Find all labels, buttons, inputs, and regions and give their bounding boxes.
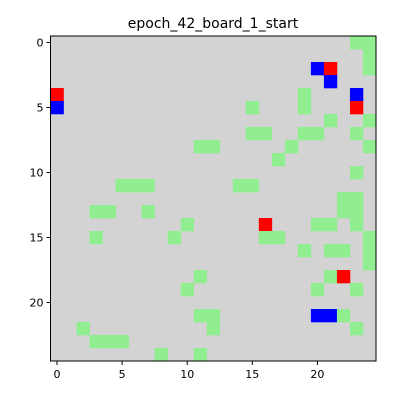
cell-green-r6-c24 xyxy=(362,114,377,128)
cell-green-r21-c22 xyxy=(336,309,351,323)
x-tick-label-15: 15 xyxy=(245,368,259,381)
y-axis: 0 5 10 15 20 xyxy=(30,37,51,310)
cell-green-r15-c17 xyxy=(271,231,286,245)
cell-green-r8-c24 xyxy=(362,140,377,154)
cell-green-r10-c23 xyxy=(349,166,364,180)
cell-green-r6-c21 xyxy=(323,114,338,128)
cell-red-r4-c0 xyxy=(50,88,64,102)
y-tick-label-15: 15 xyxy=(30,232,44,245)
cell-green-r7-c20 xyxy=(310,127,325,141)
cell-blue-r5-c0 xyxy=(50,101,64,115)
cell-green-r14-c20 xyxy=(310,218,325,232)
cell-green-r11-c14 xyxy=(232,179,247,193)
cell-green-r7-c15 xyxy=(245,127,260,141)
cell-green-r15-c3 xyxy=(89,231,103,245)
y-tick-label-5: 5 xyxy=(37,102,44,115)
cell-green-r11-c7 xyxy=(141,179,155,193)
cell-green-r7-c23 xyxy=(349,127,364,141)
cell-green-r0-c24 xyxy=(362,36,377,50)
cell-green-r16-c19 xyxy=(297,244,312,258)
cell-blue-r2-c20 xyxy=(310,62,325,76)
cell-green-r11-c6 xyxy=(128,179,142,193)
cell-green-r14-c21 xyxy=(323,218,338,232)
cell-red-r18-c22 xyxy=(336,270,351,284)
x-tick-label-0: 0 xyxy=(54,368,61,381)
cell-green-r23-c5 xyxy=(115,335,129,349)
cell-green-r1-c24 xyxy=(362,49,377,63)
cell-green-r12-c23 xyxy=(349,192,364,206)
cell-blue-r21-c21 xyxy=(323,309,338,323)
cell-green-r12-c22 xyxy=(336,192,351,206)
cell-green-r11-c15 xyxy=(245,179,260,193)
board-cells xyxy=(50,36,377,362)
cell-green-r18-c11 xyxy=(193,270,208,284)
cell-green-r16-c22 xyxy=(336,244,351,258)
y-tick-label-10: 10 xyxy=(30,167,44,180)
x-tick-label-20: 20 xyxy=(310,368,324,381)
cell-green-r24-c8 xyxy=(154,348,168,362)
cell-red-r2-c21 xyxy=(323,62,338,76)
cell-green-r15-c24 xyxy=(362,231,377,245)
y-tick-label-20: 20 xyxy=(30,297,44,310)
cell-green-r7-c19 xyxy=(297,127,312,141)
cell-green-r14-c23 xyxy=(349,218,364,232)
y-tick-label-0: 0 xyxy=(37,37,44,50)
cell-blue-r4-c23 xyxy=(349,88,364,102)
cell-green-r5-c15 xyxy=(245,101,260,115)
cell-green-r19-c20 xyxy=(310,283,325,297)
cell-green-r19-c23 xyxy=(349,283,364,297)
cell-blue-r21-c20 xyxy=(310,309,325,323)
board-title: epoch_42_board_1_start xyxy=(128,16,299,32)
x-axis: 0 5 10 15 20 xyxy=(54,361,324,381)
cell-green-r21-c11 xyxy=(193,309,208,323)
cell-green-r22-c12 xyxy=(206,322,221,336)
x-tick-label-10: 10 xyxy=(180,368,194,381)
cell-green-r13-c22 xyxy=(336,205,351,219)
cell-red-r14-c16 xyxy=(258,218,273,232)
cell-green-r19-c10 xyxy=(180,283,195,297)
board-background xyxy=(50,36,376,361)
cell-green-r8-c11 xyxy=(193,140,208,154)
cell-green-r2-c24 xyxy=(362,62,377,76)
cell-green-r14-c10 xyxy=(180,218,195,232)
cell-green-r5-c19 xyxy=(297,101,312,115)
cell-green-r16-c24 xyxy=(362,244,377,258)
cell-green-r23-c3 xyxy=(89,335,103,349)
cell-green-r22-c2 xyxy=(76,322,90,336)
cell-green-r8-c12 xyxy=(206,140,221,154)
cell-green-r13-c23 xyxy=(349,205,364,219)
cell-green-r9-c17 xyxy=(271,153,286,167)
cell-green-r7-c16 xyxy=(258,127,273,141)
cell-green-r13-c3 xyxy=(89,205,103,219)
cell-green-r21-c12 xyxy=(206,309,221,323)
cell-red-r5-c23 xyxy=(349,101,364,115)
cell-green-r15-c9 xyxy=(167,231,181,245)
cell-green-r4-c19 xyxy=(297,88,312,102)
cell-green-r17-c24 xyxy=(362,257,377,271)
x-tick-label-5: 5 xyxy=(119,368,126,381)
cell-green-r16-c21 xyxy=(323,244,338,258)
cell-green-r11-c5 xyxy=(115,179,129,193)
cell-green-r23-c4 xyxy=(102,335,116,349)
cell-green-r13-c7 xyxy=(141,205,155,219)
cell-green-r22-c23 xyxy=(349,322,364,336)
board-frame xyxy=(50,35,377,362)
cell-green-r24-c11 xyxy=(193,348,208,362)
cell-green-r0-c23 xyxy=(349,36,364,50)
cell-green-r13-c4 xyxy=(102,205,116,219)
cell-blue-r3-c21 xyxy=(323,75,338,89)
cell-green-r15-c16 xyxy=(258,231,273,245)
cell-green-r8-c18 xyxy=(284,140,299,154)
cell-green-r18-c21 xyxy=(323,270,338,284)
